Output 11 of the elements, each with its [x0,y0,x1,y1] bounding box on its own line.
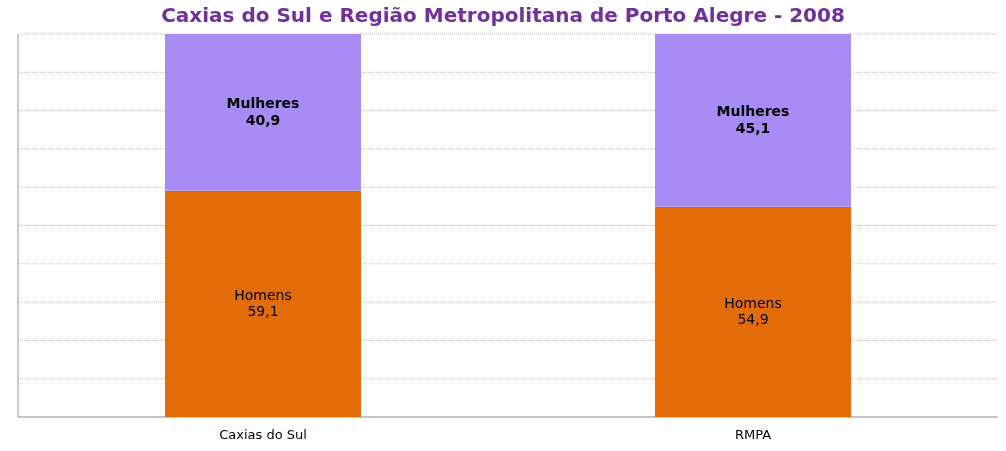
text: Homens [724,294,782,311]
series-label: Homens [234,286,292,303]
series-label: Mulheres [226,95,300,112]
text: Mulheres [716,103,790,120]
chart-title: Caxias do Sul e Região Metropolitana de Porto Alegre - 2008 [161,3,845,27]
data-label: 59,1 [247,303,279,320]
data-label: 54,9 [737,311,769,328]
data-label: 40,9 [245,111,281,128]
x-tick-label: RMPA [734,427,772,442]
x-tick-label: Caxias do Sul [219,427,307,442]
data-label: 45,1 [735,119,771,136]
